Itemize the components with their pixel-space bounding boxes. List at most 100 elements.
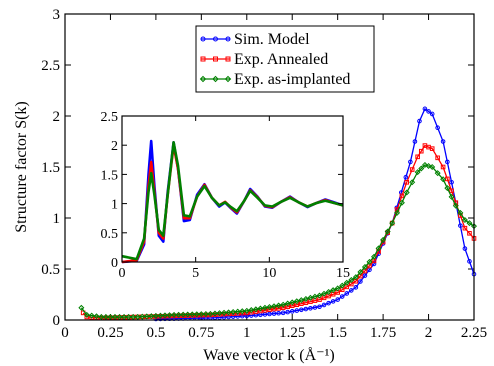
series-2-point-78 [434, 170, 441, 177]
series-1-point-71 [404, 180, 410, 185]
inset-x-tick-label-0: 0 [119, 266, 126, 281]
series-2-point-43 [275, 302, 282, 309]
series-2-point-41 [266, 303, 273, 311]
x-axis-label: Wave vector k (Å⁻¹) [203, 346, 334, 364]
series-2-point-56 [334, 285, 341, 292]
x-tick-label-0: 0 [61, 325, 69, 341]
series-2-point-21 [175, 311, 182, 318]
series-2-point-16 [152, 312, 159, 319]
series-1-point-44 [280, 305, 286, 311]
y-tick-label-3: 1.5 [41, 160, 60, 176]
series-0-point-20 [244, 313, 250, 319]
series-0-point-69 [467, 259, 472, 264]
series-2-point-32 [225, 309, 232, 316]
series-0-point-38 [326, 300, 331, 306]
legend-label-0: Sim. Model [234, 31, 310, 48]
series-2-point-42 [271, 303, 278, 310]
series-0-point-34 [308, 305, 313, 311]
series-2-point-74 [418, 165, 425, 172]
series-1-point-78 [435, 155, 440, 161]
x-tick-label-3: 0.75 [188, 325, 214, 341]
inset-frame [121, 115, 344, 263]
series-2-point-81 [448, 193, 455, 200]
series-2-point-29 [211, 310, 218, 317]
series-0-point-36 [317, 304, 322, 310]
legend-marker-1-2 [225, 56, 231, 62]
series-1-point-84 [462, 225, 468, 231]
inset-y-tick-label-0: 0 [111, 256, 118, 271]
inset-series-line-2 [121, 141, 344, 261]
series-0-point-68 [462, 246, 468, 251]
series-2-point-63 [366, 258, 373, 265]
y-tick-label-0: 0 [53, 313, 61, 329]
inset-y-tick-label-4: 2 [111, 139, 118, 154]
inset-x-tick-label-1: 5 [192, 266, 199, 281]
series-0-point-31 [294, 308, 300, 313]
series-2-point-69 [394, 209, 401, 216]
x-tick-label-4: 1 [243, 325, 251, 341]
series-1-point-70 [399, 193, 405, 199]
main-plot: 0 0.25 0.5 0.75 1 1.25 1.5 1.75 2 2.25 0 0.5 1 1.5 2 2.… [41, 7, 487, 341]
legend-marker-0-0 [200, 36, 206, 42]
series-2-point-52 [316, 292, 323, 299]
series-0-point-35 [312, 305, 318, 310]
series-0-point-40 [335, 297, 340, 302]
series-0-point-32 [299, 307, 304, 313]
series-2-point-72 [409, 179, 416, 186]
series-2-point-58 [343, 279, 350, 286]
series-2-point-47 [293, 298, 300, 305]
series-2-point-61 [357, 269, 364, 276]
series-2-point-30 [216, 310, 223, 317]
series-2-point-7 [111, 313, 118, 320]
series-2-point-65 [375, 245, 382, 252]
series-2-point-53 [321, 290, 328, 297]
series-2-point-73 [414, 169, 421, 176]
y-tick-label-2: 1 [53, 211, 61, 227]
series-2-point-77 [429, 163, 436, 171]
legend-marker-0-1 [213, 36, 218, 42]
series-0-point-25 [267, 311, 272, 317]
legend-marker-2-2 [224, 75, 232, 83]
legend-marker-1-0 [200, 56, 206, 62]
series-2-point-24 [189, 311, 196, 318]
series-2-point-37 [248, 307, 255, 314]
series-0-point-46 [362, 273, 368, 278]
series-2-point-19 [166, 312, 173, 319]
series-0-point-59 [422, 106, 428, 112]
series-0-point-62 [435, 125, 440, 131]
series-2-point-44 [280, 301, 287, 308]
series-2-point-62 [361, 263, 368, 270]
series-1-point-74 [418, 148, 424, 154]
series-2-point-28 [207, 310, 214, 317]
series-0-point-61 [429, 111, 435, 117]
series-1-point-43 [276, 306, 281, 311]
series-2-point-34 [234, 308, 241, 315]
x-tick-label-9: 2.25 [461, 325, 487, 341]
series-2-point-26 [198, 311, 205, 318]
series-0-point-19 [239, 313, 245, 319]
series-2-point-49 [302, 295, 309, 302]
x-tick-label-5: 1.25 [279, 325, 305, 341]
series-2-point-48 [298, 297, 305, 304]
series-2-point-64 [371, 253, 378, 260]
y-tick-label-4: 2 [53, 109, 61, 125]
series-2-point-80 [444, 185, 451, 192]
series-2-point-55 [330, 287, 337, 294]
series-2-point-1 [83, 311, 90, 318]
series-2-point-12 [134, 313, 141, 320]
series-2 [78, 161, 478, 320]
series-0-point-60 [426, 109, 431, 114]
series-0-point-41 [339, 294, 345, 299]
series-1-point-81 [449, 188, 454, 194]
series-0-point-45 [358, 279, 363, 284]
series-1-point-77 [429, 146, 435, 151]
series-2-point-45 [284, 300, 291, 307]
series-2-point-54 [325, 288, 332, 295]
inset-x-tick-label-2: 10 [262, 266, 276, 281]
series-0-point-18 [235, 314, 240, 319]
series-2-point-3 [93, 313, 100, 320]
series-2-point-71 [403, 189, 410, 196]
series-2-point-8 [116, 313, 123, 320]
x-tick-label-7: 1.75 [370, 325, 396, 341]
